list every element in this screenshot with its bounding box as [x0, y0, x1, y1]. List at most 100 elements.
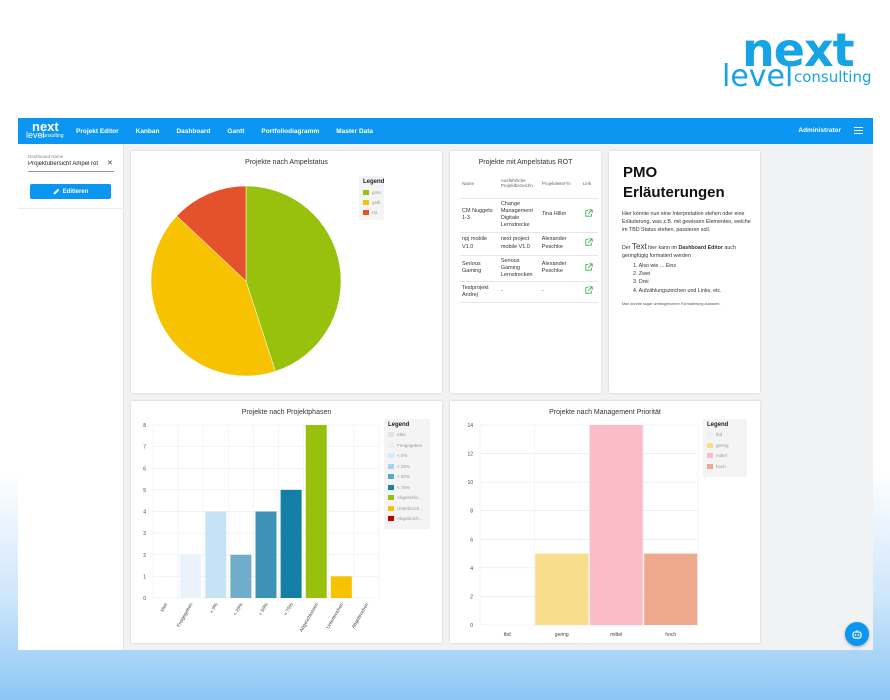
y-tick-label: 6: [143, 466, 146, 472]
legend-item[interactable]: tbd: [707, 432, 722, 437]
legend-title: Legend: [707, 422, 729, 428]
legend-item[interactable]: Unterbroch...: [388, 505, 423, 511]
table-row: npj mobile V1.0 next project mobile V1.0…: [460, 232, 598, 256]
input-underline: [28, 171, 114, 172]
bar[interactable]: [305, 425, 327, 598]
table-row: Serious Gaming Serious Gaming Lernstreck…: [460, 255, 598, 282]
app-logo-next: next: [32, 119, 59, 134]
hamburger-menu-icon[interactable]: [854, 127, 863, 135]
top-navbar: next level consulting Projekt Editor Kan…: [18, 118, 873, 144]
nav-dashboard[interactable]: Dashboard: [176, 127, 211, 135]
x-tick-label: < 50%: [258, 601, 270, 617]
bar[interactable]: [280, 489, 302, 598]
table-card-title: Projekte mit Ampelstatus ROT: [478, 159, 573, 166]
sidebar: Dashboard Name Projektübersicht Ampel ro…: [18, 144, 124, 650]
cell-name: Serious Gaming: [460, 255, 499, 282]
legend-item[interactable]: gering: [707, 442, 729, 448]
y-tick-label: 4: [143, 510, 146, 516]
nav-projekt-editor[interactable]: Projekt Editor: [76, 127, 119, 135]
logo-next-text: next: [742, 23, 855, 77]
next-level-consulting-logo: next level consulting: [720, 23, 872, 95]
table-header-row: Name Ausführliche Projektbezeichn Projek…: [460, 169, 598, 199]
legend-item[interactable]: Abgebroch...: [388, 516, 423, 521]
list-item: 4. Aufzählungszeichen und Links, etc.: [633, 287, 722, 294]
pmo-title-line-1: PMO: [623, 164, 658, 181]
edit-button[interactable]: Editieren: [30, 184, 111, 199]
help-fab-button[interactable]: [845, 622, 869, 646]
legend-item[interactable]: gelb: [363, 200, 381, 205]
legend-item[interactable]: Idee: [388, 432, 406, 437]
dashboard-name-label: Dashboard Name: [28, 154, 64, 159]
legend-item[interactable]: < 0%: [388, 453, 407, 458]
legend-item[interactable]: rot: [363, 210, 377, 215]
external-link-icon[interactable]: [580, 232, 598, 256]
nav-gantt[interactable]: Gantt: [227, 127, 245, 135]
nav-master-data[interactable]: Master Data: [336, 127, 374, 135]
col-link[interactable]: Link: [580, 169, 598, 199]
y-tick-label: 0: [143, 596, 146, 602]
list-item: 3. Drei: [633, 279, 649, 286]
pie-slice-1[interactable]: [245, 185, 342, 372]
x-tick-label: hoch: [665, 632, 676, 638]
pmo-title-line-2: Erläuterungen: [623, 183, 725, 201]
legend-item[interactable]: < 25%: [388, 463, 410, 469]
projects-table: Name Ausführliche Projektbezeichn Projek…: [460, 169, 598, 303]
clear-icon[interactable]: ✕: [107, 160, 113, 167]
nav-kanban[interactable]: Kanban: [135, 127, 160, 135]
bar[interactable]: [330, 576, 352, 598]
x-tick-label: < 75%: [283, 601, 295, 617]
legend-item[interactable]: Abgeschlo...: [388, 495, 422, 500]
pie-chart: [150, 185, 342, 377]
priority-legend: Legend tbd gering mittel hoch: [703, 419, 747, 477]
legend-item[interactable]: < 50%: [388, 474, 410, 479]
external-link-icon[interactable]: [580, 198, 598, 233]
external-link-icon[interactable]: [580, 281, 598, 303]
x-tick-label: Abgeschlossen: [298, 602, 320, 633]
y-tick-label: 8: [143, 423, 146, 429]
legend-item[interactable]: < 75%: [388, 484, 410, 490]
legend-item[interactable]: mittel: [707, 453, 727, 458]
pie-slice-2[interactable]: [150, 215, 276, 377]
cell-description: Serious Gaming Lernstrecken: [498, 255, 540, 282]
pmo-paragraph-2: Der Text hier kann im Dashboard Editor a…: [622, 241, 752, 261]
nav-portfoliodiagramm[interactable]: Portfoliodiagramm: [261, 127, 320, 135]
pmo-text-bold: Dashboard Editor: [678, 245, 723, 251]
bar[interactable]: [255, 511, 277, 599]
app-logo[interactable]: next level consulting: [24, 119, 72, 143]
bar[interactable]: [589, 425, 643, 625]
legend-item[interactable]: Freigegeben: [388, 442, 422, 448]
bar[interactable]: [180, 554, 202, 598]
pie-chart-card: Projekte nach Ampelstatus Legend grün ge…: [131, 151, 442, 393]
cell-description: Change Management Digitale Lernstrecke: [498, 198, 540, 233]
y-tick-label: 14: [467, 423, 473, 429]
user-menu[interactable]: Administrator: [798, 127, 841, 134]
pmo-text-part: hier kann im: [646, 245, 679, 251]
app-logo-consulting: consulting: [41, 133, 64, 139]
bar[interactable]: [230, 554, 252, 598]
assistant-icon: [852, 630, 862, 639]
y-tick-label: 5: [143, 488, 146, 494]
pie-slice-3[interactable]: [176, 185, 247, 282]
phases-chart-card: Projekte nach Projektphasen 0 1 2 3 4 5 6 7 8 Ide…: [131, 401, 442, 643]
phases-bar-chart: 0 1 2 3 4 5 6 7 8 Idee Freigegeben < 0% < 25% < 50% < …: [143, 423, 380, 633]
y-tick-label: 12: [467, 452, 473, 458]
legend-title: Legend: [388, 422, 410, 428]
pmo-text-part: auch geringfügig formatiert werden: [622, 245, 736, 259]
bar[interactable]: [205, 511, 227, 599]
col-description[interactable]: Ausführliche Projektbezeichn: [498, 169, 540, 199]
x-tick-label: gering: [555, 632, 569, 638]
col-name[interactable]: Name: [460, 169, 499, 199]
priority-bar-chart: 0 2 4 6 8 10 12 14 tbd gering mittel hoch: [467, 423, 699, 638]
x-tick-label: Abgebrochen: [351, 602, 371, 630]
table-row: CM Nuggets 1-3 Change Management Digital…: [460, 198, 598, 233]
app-logo-level: level: [26, 130, 45, 140]
legend-item[interactable]: hoch: [707, 463, 726, 469]
external-link-icon[interactable]: [580, 255, 598, 282]
y-tick-label: 10: [467, 480, 473, 486]
bar[interactable]: [535, 553, 589, 625]
pie-chart-title: Projekte nach Ampelstatus: [245, 159, 328, 166]
dashboard-name-input[interactable]: Projektübersicht Ampel rot: [28, 161, 99, 167]
legend-item[interactable]: grün: [363, 190, 381, 195]
col-manager[interactable]: Projektleiter*in: [539, 169, 581, 199]
bar[interactable]: [644, 553, 698, 625]
